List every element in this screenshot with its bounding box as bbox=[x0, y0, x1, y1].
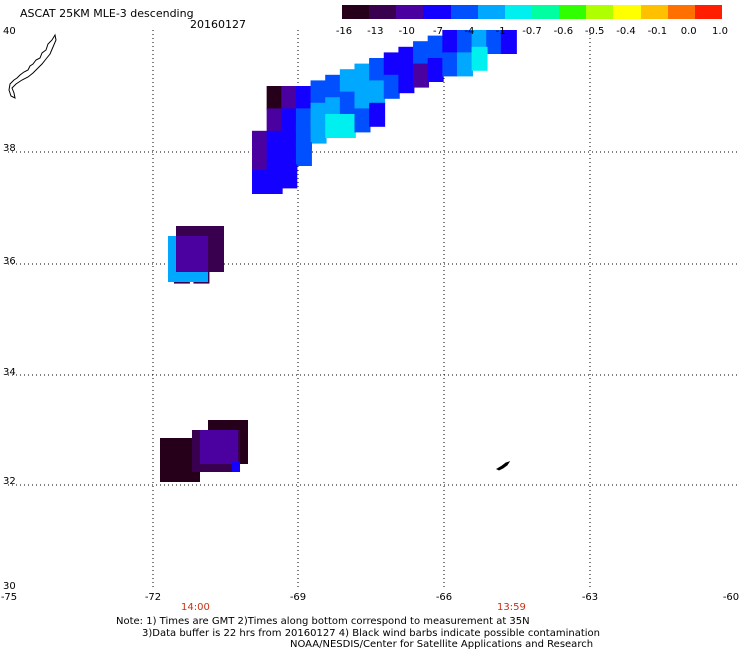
colorbar-swatch bbox=[532, 5, 560, 19]
lon-label-75: -75 bbox=[0, 592, 18, 603]
swath-cell bbox=[339, 91, 356, 116]
colorbar-swatch bbox=[559, 5, 587, 19]
swath-cell bbox=[281, 108, 298, 133]
colorbar-tick-label: -16 bbox=[335, 26, 353, 37]
lat-label-32: 32 bbox=[3, 476, 16, 487]
lat-label-34: 34 bbox=[3, 367, 16, 378]
colorbar-tick-label: -0.4 bbox=[616, 26, 636, 37]
colorbar-swatch bbox=[694, 5, 723, 19]
swath-cell bbox=[252, 170, 268, 194]
colorbar-swatch bbox=[667, 5, 696, 19]
colorbar-tick-label: -1 bbox=[495, 26, 506, 37]
swath-cell bbox=[295, 86, 312, 110]
swath-cell bbox=[383, 52, 400, 77]
swath-cell bbox=[252, 130, 268, 155]
swath-cell bbox=[354, 86, 371, 110]
swath-cell bbox=[310, 119, 327, 144]
swath-cell bbox=[456, 30, 473, 54]
swath-cell bbox=[413, 63, 430, 88]
colorbar-swatch bbox=[640, 5, 669, 19]
wind-swath-layer bbox=[173, 30, 517, 469]
swath-cell bbox=[266, 170, 283, 194]
swath-cell bbox=[413, 41, 430, 66]
swath-cell bbox=[325, 114, 342, 138]
map-date: 20160127 bbox=[190, 18, 246, 31]
swath-cell bbox=[471, 46, 488, 71]
swath-cell bbox=[266, 86, 283, 110]
colorbar-swatch bbox=[369, 5, 397, 19]
note-line-2: 3)Data buffer is 22 hrs from 20160127 4)… bbox=[142, 628, 600, 639]
map-title: ASCAT 25KM MLE-3 descending bbox=[20, 7, 194, 20]
colorbar-swatch bbox=[342, 5, 370, 19]
lat-label-40: 40 bbox=[3, 26, 16, 37]
colorbar-tick-label: -13 bbox=[367, 26, 384, 37]
swath-cell bbox=[281, 86, 298, 110]
swath-cell bbox=[500, 30, 517, 54]
lon-label-66: -66 bbox=[435, 592, 453, 603]
swath-block bbox=[200, 430, 238, 464]
swath-cell bbox=[339, 114, 356, 138]
swath-cell bbox=[398, 69, 415, 94]
swath-cell bbox=[354, 108, 371, 133]
swath-cell bbox=[339, 69, 356, 94]
swath-cell bbox=[281, 164, 298, 189]
colorbar-swatch bbox=[477, 5, 506, 19]
lon-label-63: -63 bbox=[581, 592, 599, 603]
colorbar-tick-label: -4 bbox=[464, 26, 475, 37]
note-line-1: Note: 1) Times are GMT 2)Times along bot… bbox=[116, 616, 530, 627]
swath-cell bbox=[442, 30, 459, 54]
colorbar-tick-label: 0.0 bbox=[680, 26, 697, 37]
colorbar-tick-label: -0.1 bbox=[647, 26, 668, 37]
swath-cell bbox=[427, 35, 444, 60]
coastline-outline bbox=[8, 33, 57, 99]
swath-cell bbox=[354, 63, 371, 88]
colorbar-tick-label: -0.7 bbox=[522, 26, 542, 37]
swath-block bbox=[176, 236, 208, 272]
swath-cell bbox=[456, 52, 473, 77]
lon-label-72: -72 bbox=[144, 592, 162, 603]
colorbar-tick-label: -0.6 bbox=[553, 26, 574, 37]
swath-cell bbox=[383, 74, 400, 99]
colorbar-swatch bbox=[613, 5, 642, 19]
southern-swath bbox=[160, 226, 248, 482]
colorbar-tick-label: -0.5 bbox=[584, 26, 605, 37]
swath-cell bbox=[369, 80, 386, 105]
colorbar-tick-label: 1.0 bbox=[712, 26, 728, 37]
swath-cell bbox=[266, 130, 283, 155]
lat-label-30: 30 bbox=[3, 581, 16, 592]
swath-cell bbox=[325, 74, 342, 99]
colorbar-swatch bbox=[504, 5, 533, 19]
lon-label-60: -60 bbox=[722, 592, 740, 603]
colorbar-swatch bbox=[450, 5, 479, 19]
lat-label-38: 38 bbox=[3, 143, 16, 154]
swath-block bbox=[232, 462, 240, 472]
swath-cell bbox=[427, 58, 444, 82]
swath-cell bbox=[398, 46, 415, 71]
colorbar-tick-label: -7 bbox=[433, 26, 443, 37]
swath-cell bbox=[486, 30, 503, 54]
time-label-right: 13:59 bbox=[497, 602, 526, 613]
colorbar-swatch bbox=[396, 5, 424, 19]
note-line-3: NOAA/NESDIS/Center for Satellite Applica… bbox=[290, 639, 594, 650]
time-label-left: 14:00 bbox=[181, 602, 210, 613]
island-outline bbox=[495, 461, 511, 471]
swath-cell bbox=[295, 142, 312, 166]
swath-cell bbox=[369, 58, 386, 82]
lon-label-69: -69 bbox=[289, 592, 307, 603]
swath-cell bbox=[266, 108, 283, 133]
lat-label-36: 36 bbox=[3, 256, 16, 267]
swath-cell bbox=[442, 52, 459, 77]
colorbar-swatch bbox=[423, 5, 452, 19]
swath-cell bbox=[369, 102, 386, 127]
colorbar-swatch bbox=[586, 5, 614, 19]
colorbar-tick-label: -10 bbox=[398, 26, 415, 37]
swath-cell bbox=[310, 80, 327, 105]
